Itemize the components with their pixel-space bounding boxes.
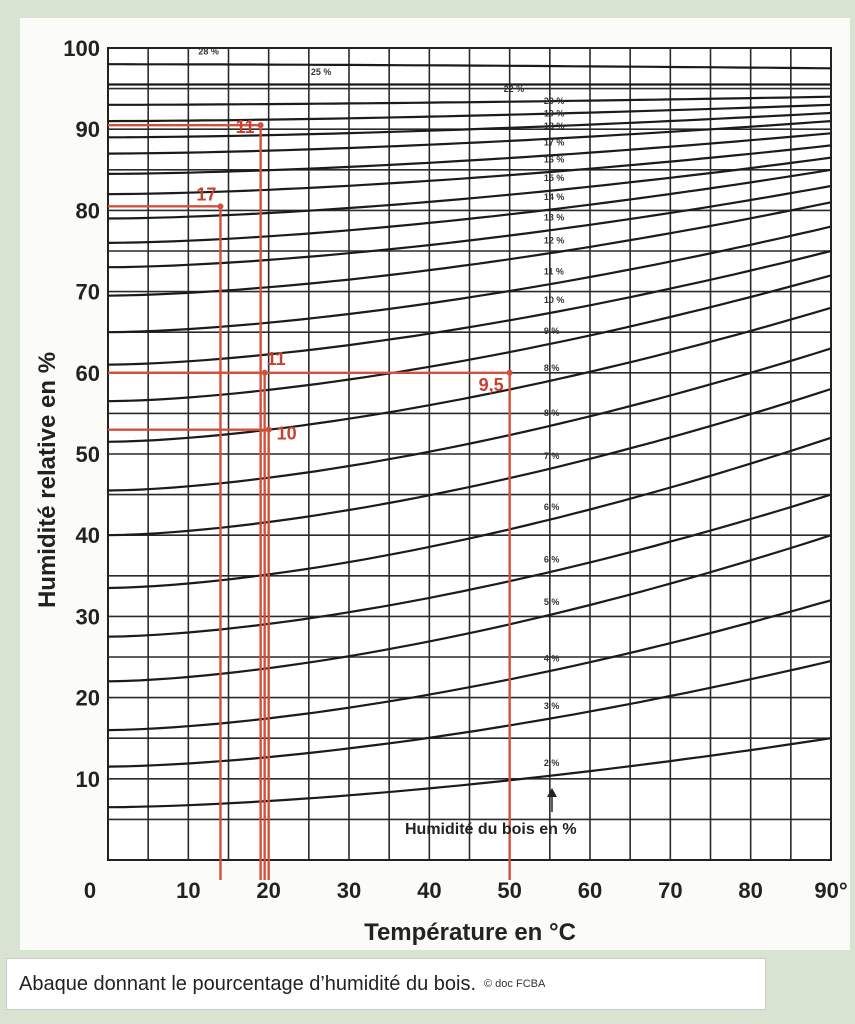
x-tick-label: 50 — [497, 878, 521, 903]
moisture-curve — [108, 63, 832, 70]
curve-label: 8 % — [544, 408, 560, 418]
x-tick-label: 70 — [658, 878, 682, 903]
annotation-label: 11 — [267, 349, 286, 369]
curve-label: 15 % — [544, 173, 565, 183]
x-tick-labels: 0 10 20 30 40 50 60 70 80 90° — [84, 878, 848, 903]
curve-label: 8 % — [544, 363, 560, 373]
curve-label: 3 % — [544, 701, 560, 711]
moisture-curve — [107, 306, 832, 443]
y-axis-title: Humidité relative en % — [34, 352, 61, 608]
curve-label: 6 % — [544, 554, 560, 564]
moisture-curve — [107, 184, 832, 269]
curve-label: 13 % — [544, 213, 565, 223]
curve-family-label: Humidité du bois en % — [405, 821, 577, 838]
moisture-curve — [107, 274, 832, 403]
annotations: 11 17 11 9,5 10 — [196, 117, 503, 444]
curve-label: 6 % — [544, 502, 560, 512]
curve-label: 7 % — [544, 451, 560, 461]
x-tick-label: 90° — [814, 878, 847, 903]
moisture-curve — [107, 144, 832, 196]
moisture-curve — [107, 493, 832, 638]
grid — [108, 48, 831, 860]
guide-point — [506, 369, 513, 376]
curve-label: 5 % — [544, 597, 560, 607]
curve-label: 4 % — [544, 653, 560, 663]
moisture-curve — [107, 225, 832, 334]
annotation-label: 11 — [236, 117, 255, 137]
moisture-curve — [108, 111, 832, 139]
curve-label: 9 % — [544, 326, 560, 336]
curve-label: 18 % — [544, 121, 565, 131]
x-tick-label: 30 — [337, 878, 361, 903]
moisture-curve — [107, 436, 832, 590]
moisture-curve — [107, 201, 832, 297]
moisture-curve — [107, 168, 832, 244]
annotation-label: 9,5 — [479, 375, 504, 395]
moisture-curve — [107, 120, 832, 155]
curve-label: 20 % — [544, 96, 565, 106]
moisture-curve — [107, 387, 832, 537]
moisture-curve — [107, 534, 832, 683]
curve-label: 22 % — [504, 84, 525, 94]
curve-label: 12 % — [544, 235, 565, 245]
curve-labels: 2 % 3 % 4 % 5 % 6 % 6 % 7 % 8 % 8 % 9 % 10 % 11 % 12… — [198, 47, 564, 768]
curve-label: 16 % — [544, 154, 565, 164]
x-tick-label: 10 — [176, 878, 200, 903]
x-tick-label: 20 — [256, 878, 280, 903]
y-tick-label: 70 — [76, 280, 100, 305]
guide-point — [217, 203, 224, 210]
annotation-label: 10 — [277, 424, 297, 444]
annotation-label: 17 — [196, 184, 216, 204]
guide-point — [265, 426, 272, 433]
guide-lines — [108, 122, 513, 880]
curve-label: 10 % — [544, 295, 565, 305]
moisture-curve — [107, 132, 832, 175]
y-tick-label: 90 — [76, 117, 100, 142]
y-tick-label: 30 — [76, 604, 100, 629]
curve-label: 14 % — [544, 192, 565, 202]
caption-box: Abaque donnant le pourcentage d’humidité… — [6, 958, 766, 1010]
y-tick-label: 100 — [63, 36, 100, 61]
y-tick-label: 50 — [76, 442, 100, 467]
y-tick-label: 60 — [76, 361, 100, 386]
curve-family-arrow-head — [547, 788, 557, 797]
moisture-curve — [107, 103, 832, 123]
moisture-curve — [107, 347, 832, 492]
caption: Abaque donnant le pourcentage d’humidité… — [19, 972, 477, 995]
x-tick-label: 80 — [738, 878, 762, 903]
curve-label: 28 % — [198, 47, 219, 57]
curve-label: 17 % — [544, 138, 565, 148]
moisture-curve — [107, 599, 832, 732]
curves — [107, 63, 832, 809]
curve-label: 19 % — [544, 108, 565, 118]
y-tick-label: 80 — [76, 198, 100, 223]
moisture-curve — [107, 249, 832, 366]
x-tick-label: 60 — [578, 878, 602, 903]
moisture-curve — [108, 95, 832, 106]
curve-label: 2 % — [544, 758, 560, 768]
y-tick-labels: 10 20 30 40 50 60 70 80 90 100 — [63, 36, 100, 792]
y-tick-label: 20 — [76, 686, 100, 711]
y-tick-label: 40 — [76, 523, 100, 548]
moisture-curve — [107, 660, 832, 768]
y-tick-label: 10 — [76, 767, 100, 792]
curve-label: 25 % — [311, 67, 332, 77]
moisture-curve — [107, 737, 832, 809]
x-tick-label: 0 — [84, 878, 96, 903]
x-tick-label: 40 — [417, 878, 441, 903]
credit: © doc FCBA — [484, 978, 546, 990]
guide-point — [257, 122, 264, 129]
curve-label: 11 % — [544, 266, 564, 276]
moisture-curve — [107, 156, 832, 220]
x-axis-title: Température en °C — [364, 919, 576, 946]
